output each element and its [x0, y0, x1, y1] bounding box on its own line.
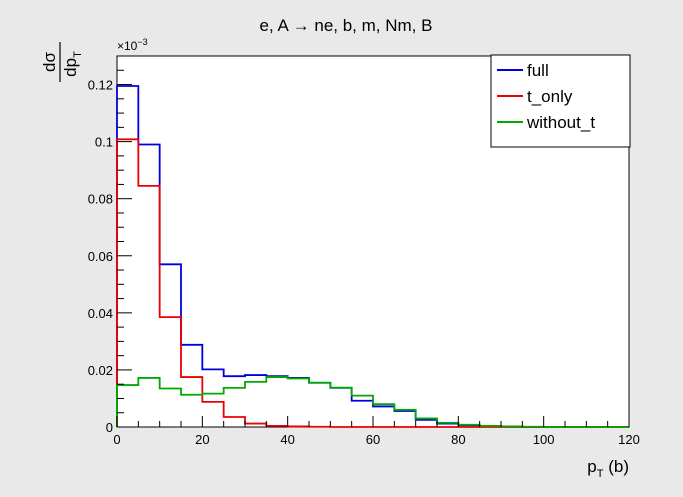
x-tick-label: 60 [366, 432, 380, 447]
y-label-numerator: dσ [40, 52, 59, 72]
y-tick-label: 0.02 [88, 363, 113, 378]
y-multiplier: ×10−3 [117, 37, 148, 53]
y-tick-label: 0.08 [88, 192, 113, 207]
title-arrow: → [293, 16, 310, 35]
x-label-sub: T [597, 468, 604, 480]
x-tick-label: 0 [113, 432, 120, 447]
chart-title: e, A → ne, b, m, Nm, B [260, 16, 433, 35]
title-left: e, A [260, 16, 293, 35]
y-tick-label: 0.12 [88, 78, 113, 93]
y-axis-label: dσ dpT [40, 42, 84, 82]
legend-label-t-only: t_only [527, 87, 573, 106]
y-label-denominator: dpT [61, 51, 84, 77]
x-label-tail: (b) [604, 457, 630, 476]
y-tick-label: 0.06 [88, 249, 113, 264]
axis-layer: 0 20 40 60 80 100 120 0 0.02 0.04 0.06 0.08 0.1 0.12 [88, 55, 640, 447]
x-label-main: p [587, 457, 596, 476]
series-without-t-line [116, 376, 629, 428]
y-label-den-sub: T [72, 51, 84, 58]
legend-label-without-t: without_t [526, 113, 595, 132]
y-multiplier-base: ×10 [117, 39, 138, 53]
y-label-den-main: dp [61, 58, 80, 77]
x-tick-label: 40 [280, 432, 294, 447]
y-tick-label: 0 [106, 420, 113, 435]
x-tick-label: 120 [618, 432, 640, 447]
y-tick-label: 0.1 [95, 135, 113, 150]
y-tick-label: 0.04 [88, 306, 113, 321]
legend: full t_only without_t [490, 54, 631, 148]
x-tick-label: 20 [195, 432, 209, 447]
title-right: ne, b, m, Nm, B [310, 16, 433, 35]
x-axis-label: pT (b) [587, 457, 629, 480]
x-tick-label: 80 [451, 432, 465, 447]
legend-label-full: full [527, 61, 549, 80]
legend-entries: full t_only without_t [497, 61, 595, 132]
x-tick-label: 100 [533, 432, 555, 447]
y-multiplier-exp: −3 [137, 37, 147, 47]
